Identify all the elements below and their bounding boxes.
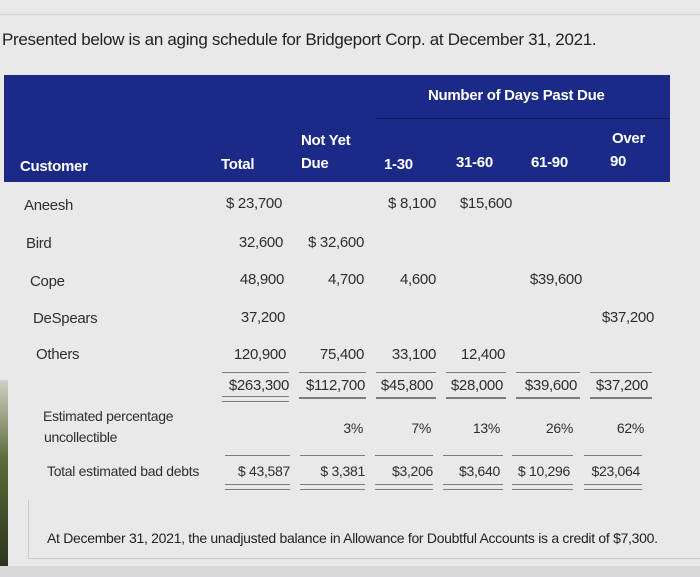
note-container — [28, 500, 700, 559]
total-over-90: $37,200 — [595, 377, 648, 394]
pct-61-90: 26% — [545, 420, 573, 436]
bad-debts-not-yet-due: $ 3,381 — [320, 463, 365, 479]
pct-1-30: 7% — [411, 420, 431, 436]
col-total: Total — [221, 156, 255, 173]
col-customer: Customer — [20, 158, 88, 175]
cell-not-yet-due: $ 32,600 — [308, 234, 364, 251]
rule — [376, 372, 436, 373]
rule — [299, 372, 366, 373]
cell-1-30: $ 8,100 — [388, 195, 436, 212]
rule — [590, 397, 652, 399]
cell-1-30: 33,100 — [391, 346, 436, 363]
rule — [376, 397, 436, 399]
intro-text: Presented below is an aging schedule for… — [2, 30, 597, 49]
days-past-due-group-label: Number of Days Past Due — [428, 87, 605, 104]
cell-total: 32,600 — [238, 234, 283, 251]
double-rule — [225, 484, 290, 490]
cell-31-60: $15,600 — [459, 195, 512, 212]
rule — [222, 372, 289, 373]
total-61-90: $39,600 — [524, 377, 577, 394]
double-rule — [584, 484, 642, 490]
rule — [300, 455, 365, 456]
cell-total: 37,200 — [240, 309, 285, 326]
cell-total: 120,900 — [233, 346, 286, 363]
rule — [446, 372, 506, 373]
cell-over-90: $37,200 — [601, 309, 654, 326]
pct-label-line1: Estimated percentage — [43, 408, 174, 424]
rule — [299, 397, 366, 399]
col-1-30: 1-30 — [384, 156, 413, 173]
double-rule — [300, 484, 365, 490]
cell-total: $ 23,700 — [226, 195, 282, 212]
col-not-yet-due-line1: Not Yet — [301, 132, 351, 149]
rule — [225, 455, 290, 456]
cell-31-60: 12,400 — [460, 346, 505, 363]
bad-debts-over-90: $23,064 — [591, 463, 640, 479]
row-customer-despears: DeSpears — [33, 310, 98, 327]
bad-debts-label: Total estimated bad debts — [47, 463, 200, 479]
allowance-note: At December 31, 2021, the unadjusted bal… — [47, 530, 658, 546]
bad-debts-31-60: $3,640 — [458, 463, 500, 479]
rule — [584, 455, 642, 456]
top-divider — [0, 14, 700, 15]
rule — [590, 372, 652, 373]
col-31-60: 31-60 — [456, 154, 493, 171]
table-header: Number of Days Past Due Customer Total N… — [4, 75, 670, 182]
cell-total: 48,900 — [239, 271, 284, 288]
col-61-90: 61-90 — [531, 154, 568, 171]
cell-not-yet-due: 75,400 — [319, 346, 364, 363]
total-not-yet-due: $112,700 — [305, 377, 365, 394]
total-1-30: $45,800 — [380, 377, 433, 394]
bottom-edge — [0, 566, 700, 577]
rule — [375, 455, 433, 456]
bad-debts-total: $ 43,587 — [237, 463, 290, 479]
cell-not-yet-due: 4,700 — [327, 271, 364, 288]
bad-debts-61-90: $ 10,296 — [517, 463, 570, 479]
rule — [222, 401, 289, 402]
double-rule — [512, 484, 573, 490]
rule — [443, 455, 503, 456]
double-rule — [375, 484, 433, 490]
col-not-yet-due-line2: Due — [301, 155, 329, 172]
group-divider — [376, 118, 670, 119]
row-customer-bird: Bird — [26, 235, 52, 252]
bad-debts-1-30: $3,206 — [391, 463, 433, 479]
rule — [516, 397, 580, 399]
cell-1-30: 4,600 — [399, 271, 436, 288]
row-customer-cope: Cope — [30, 273, 65, 290]
double-rule — [443, 484, 503, 490]
rule — [512, 455, 573, 456]
total-31-60: $28,000 — [450, 377, 503, 394]
row-customer-aneesh: Aneesh — [24, 197, 74, 214]
col-over-90-line1: Over — [612, 130, 645, 147]
pct-over-90: 62% — [616, 420, 644, 436]
pct-label-line2: uncollectible — [44, 429, 118, 445]
rule — [516, 372, 580, 373]
cell-61-90: $39,600 — [529, 271, 582, 288]
rule — [446, 397, 506, 399]
col-over-90-line2: 90 — [610, 153, 627, 170]
pct-31-60: 13% — [472, 420, 500, 436]
screen-edge — [0, 380, 8, 577]
pct-not-yet-due: 3% — [343, 420, 363, 436]
total-total: $263,300 — [228, 377, 289, 394]
row-customer-others: Others — [36, 346, 80, 363]
